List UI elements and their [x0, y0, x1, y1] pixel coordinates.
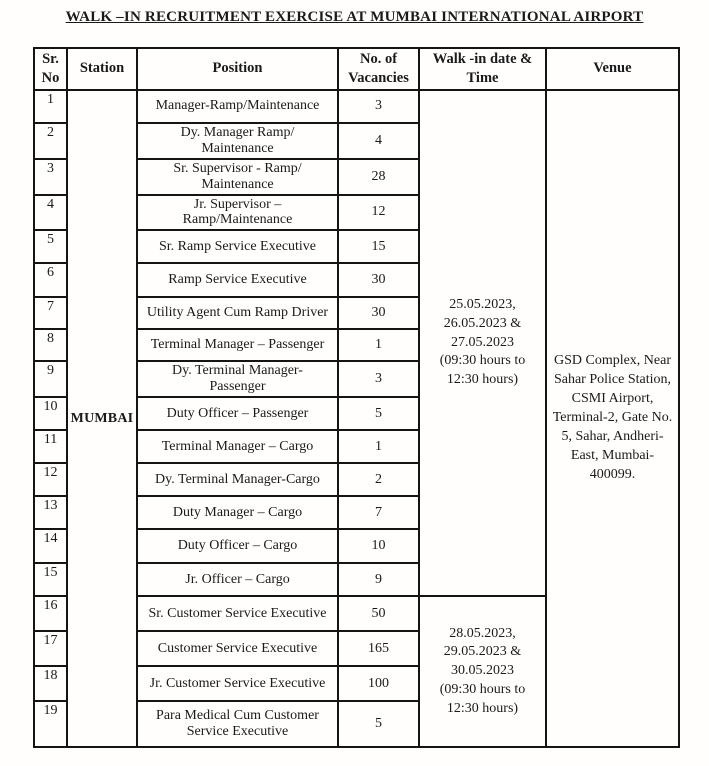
table-header: Sr. No Station Position No. of Vacancies… [33, 47, 680, 91]
sr-no-cell: 9 [33, 360, 68, 399]
sr-no-cell: 15 [33, 562, 68, 598]
vacancies-cell: 1 [337, 328, 420, 363]
vacancies-cell: 3 [337, 360, 420, 399]
vacancies-cell: 165 [337, 630, 420, 668]
sr-no-cell: 13 [33, 495, 68, 531]
table-row: 17 Customer Service Executive 165 [33, 630, 679, 668]
sr-no-cell: 2 [33, 121, 68, 160]
table-row: 18 Jr. Customer Service Executive 100 [33, 665, 679, 703]
position-cell: Customer Service Executive [136, 630, 339, 668]
page-title: WALK –IN RECRUITMENT EXERCISE AT MUMBAI … [65, 9, 644, 25]
position-cell: Terminal Manager – Cargo [136, 429, 339, 465]
table-row: 7 Utility Agent Cum Ramp Driver 30 [33, 296, 679, 331]
position-cell: Jr. Supervisor – Ramp/Maintenance [136, 193, 339, 232]
vacancies-cell: 30 [337, 262, 420, 299]
sr-no-cell: 17 [33, 630, 68, 668]
vacancies-cell: 100 [337, 665, 420, 703]
position-cell: Sr. Supervisor - Ramp/ Maintenance [136, 157, 339, 196]
vacancies-cell: 12 [337, 193, 420, 232]
station-cell: MUMBAI [66, 88, 138, 749]
table-body: 1 MUMBAI Manager-Ramp/Maintenance 3 25.0… [33, 88, 680, 749]
position-cell: Dy. Manager Ramp/ Maintenance [136, 121, 339, 160]
position-cell: Dy. Terminal Manager-Cargo [136, 462, 339, 498]
vacancies-cell: 10 [337, 528, 420, 565]
position-cell: Para Medical Cum Customer Service Execut… [136, 700, 339, 749]
sr-no-cell: 14 [33, 528, 68, 565]
vacancies-cell: 15 [337, 229, 420, 265]
position-cell: Duty Manager – Cargo [136, 495, 339, 531]
venue-cell: GSD Complex, Near Sahar Police Station, … [545, 88, 680, 749]
header-station: Station [66, 47, 138, 91]
header-walkin-date-time: Walk -in date & Time [418, 47, 547, 91]
sr-no-cell: 7 [33, 296, 68, 331]
position-cell: Jr. Officer – Cargo [136, 562, 339, 598]
table-row: 16 Sr. Customer Service Executive 50 28.… [33, 595, 679, 749]
vacancies-cell: 50 [337, 595, 420, 633]
sr-no-cell: 16 [33, 595, 68, 633]
walkin-date-cell-group2: 28.05.2023, 29.05.2023 & 30.05.2023 (09:… [418, 595, 547, 749]
header-sr-no: Sr. No [33, 47, 68, 91]
walkin-date-cell-group1: 25.05.2023, 26.05.2023 & 27.05.2023 (09:… [418, 88, 547, 598]
table-row: 15 Jr. Officer – Cargo 9 [33, 562, 679, 598]
table-row: 8 Terminal Manager – Passenger 1 [33, 328, 679, 363]
header-row: Sr. No Station Position No. of Vacancies… [33, 47, 680, 91]
table-row: 2 Dy. Manager Ramp/ Maintenance 4 [33, 121, 679, 160]
table-row: 5 Sr. Ramp Service Executive 15 [33, 229, 679, 265]
position-cell: Terminal Manager – Passenger [136, 328, 339, 363]
vacancies-cell: 1 [337, 429, 420, 465]
sr-no-cell: 5 [33, 229, 68, 265]
vacancies-cell: 2 [337, 462, 420, 498]
position-cell: Sr. Ramp Service Executive [136, 229, 339, 265]
position-cell: Sr. Customer Service Executive [136, 595, 339, 633]
table-row: 1 MUMBAI Manager-Ramp/Maintenance 3 25.0… [33, 88, 680, 749]
table-row: 14 Duty Officer – Cargo 10 [33, 528, 679, 565]
table-row: 3 Sr. Supervisor - Ramp/ Maintenance 28 [33, 157, 679, 196]
table-row: 10 Duty Officer – Passenger 5 [33, 396, 679, 432]
position-cell: Duty Officer – Cargo [136, 528, 339, 565]
sr-no-cell: 4 [33, 193, 68, 232]
vacancies-cell: 7 [337, 495, 420, 531]
position-cell: Utility Agent Cum Ramp Driver [136, 296, 339, 331]
table-row: 13 Duty Manager – Cargo 7 [33, 495, 679, 531]
position-cell: Manager-Ramp/Maintenance [136, 88, 339, 124]
position-cell: Duty Officer – Passenger [136, 396, 339, 432]
table-row: 12 Dy. Terminal Manager-Cargo 2 [33, 462, 679, 498]
vacancies-cell: 4 [337, 121, 420, 160]
sr-no-cell: 12 [33, 462, 68, 498]
position-cell: Dy. Terminal Manager- Passenger [136, 360, 339, 399]
sr-no-cell: 19 [33, 700, 68, 749]
position-cell: Jr. Customer Service Executive [136, 665, 339, 703]
header-venue: Venue [545, 47, 680, 91]
table-row: 9 Dy. Terminal Manager- Passenger 3 [33, 360, 679, 399]
table-row: 6 Ramp Service Executive 30 [33, 262, 679, 299]
vacancies-cell: 5 [337, 700, 420, 749]
sr-no-cell: 8 [33, 328, 68, 363]
sr-no-cell: 6 [33, 262, 68, 299]
vacancies-cell: 5 [337, 396, 420, 432]
sr-no-cell: 3 [33, 157, 68, 196]
table-row: 19 Para Medical Cum Customer Service Exe… [33, 700, 679, 749]
header-position: Position [136, 47, 339, 91]
vacancies-cell: 9 [337, 562, 420, 598]
vacancies-cell: 30 [337, 296, 420, 331]
header-vacancies: No. of Vacancies [337, 47, 420, 91]
sr-no-cell: 1 [33, 88, 68, 124]
table-row: 4 Jr. Supervisor – Ramp/Maintenance 12 [33, 193, 679, 232]
sr-no-cell: 11 [33, 429, 68, 465]
position-cell: Ramp Service Executive [136, 262, 339, 299]
vacancies-cell: 28 [337, 157, 420, 196]
table-row: 11 Terminal Manager – Cargo 1 [33, 429, 679, 465]
vacancies-cell: 3 [337, 88, 420, 124]
sr-no-cell: 18 [33, 665, 68, 703]
recruitment-table: Sr. No Station Position No. of Vacancies… [33, 47, 680, 749]
sr-no-cell: 10 [33, 396, 68, 432]
